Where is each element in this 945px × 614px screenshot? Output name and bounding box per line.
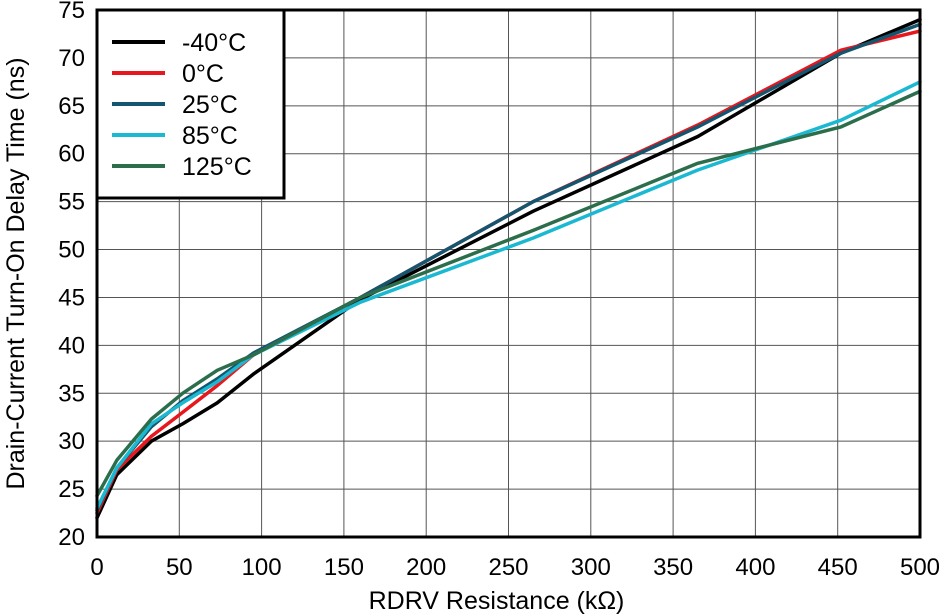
y-tick-label: 20 — [58, 524, 85, 551]
y-tick-labels: 20 25 30 35 40 45 50 55 60 65 70 75 — [58, 0, 85, 551]
x-tick-label: 0 — [90, 554, 103, 581]
legend-label: 0°C — [182, 60, 224, 88]
y-tick-label: 50 — [58, 237, 85, 264]
y-tick-label: 25 — [58, 476, 85, 503]
legend-label: 85°C — [182, 122, 238, 150]
x-tick-label: 450 — [818, 554, 858, 581]
plot-frame — [95, 8, 922, 539]
x-tick-label: 250 — [488, 554, 528, 581]
x-tick-labels: 0 50 100 150 200 250 300 350 400 450 500 — [90, 554, 940, 581]
y-tick-label: 35 — [58, 380, 85, 407]
x-tick-label: 100 — [242, 554, 282, 581]
x-tick-label: 50 — [166, 554, 193, 581]
legend-label: -40°C — [182, 29, 246, 57]
x-tick-label: 400 — [735, 554, 775, 581]
y-tick-label: 40 — [58, 332, 85, 359]
y-tick-label: 30 — [58, 428, 85, 455]
y-tick-label: 55 — [58, 189, 85, 216]
x-tick-label: 300 — [571, 554, 611, 581]
legend-label: 25°C — [182, 91, 238, 119]
x-tick-label: 350 — [653, 554, 693, 581]
y-tick-label: 75 — [58, 0, 85, 24]
y-tick-label: 70 — [58, 45, 85, 72]
x-tick-label: 500 — [900, 554, 940, 581]
x-tick-label: 200 — [406, 554, 446, 581]
series-lines — [95, 17, 922, 520]
series-line-4 — [95, 89, 922, 498]
series-line-0 — [95, 17, 922, 520]
y-tick-label: 45 — [58, 284, 85, 311]
x-tick-label: 150 — [324, 554, 364, 581]
y-tick-label: 60 — [58, 141, 85, 168]
legend-label: 125°C — [182, 153, 252, 181]
x-axis-title: RDRV Resistance (kΩ) — [369, 587, 625, 614]
y-axis-title: Drain-Current Turn-On Delay Time (ns) — [2, 57, 30, 489]
y-tick-label: 65 — [58, 93, 85, 120]
legend: -40°C 0°C 25°C 85°C 125°C — [95, 8, 286, 200]
